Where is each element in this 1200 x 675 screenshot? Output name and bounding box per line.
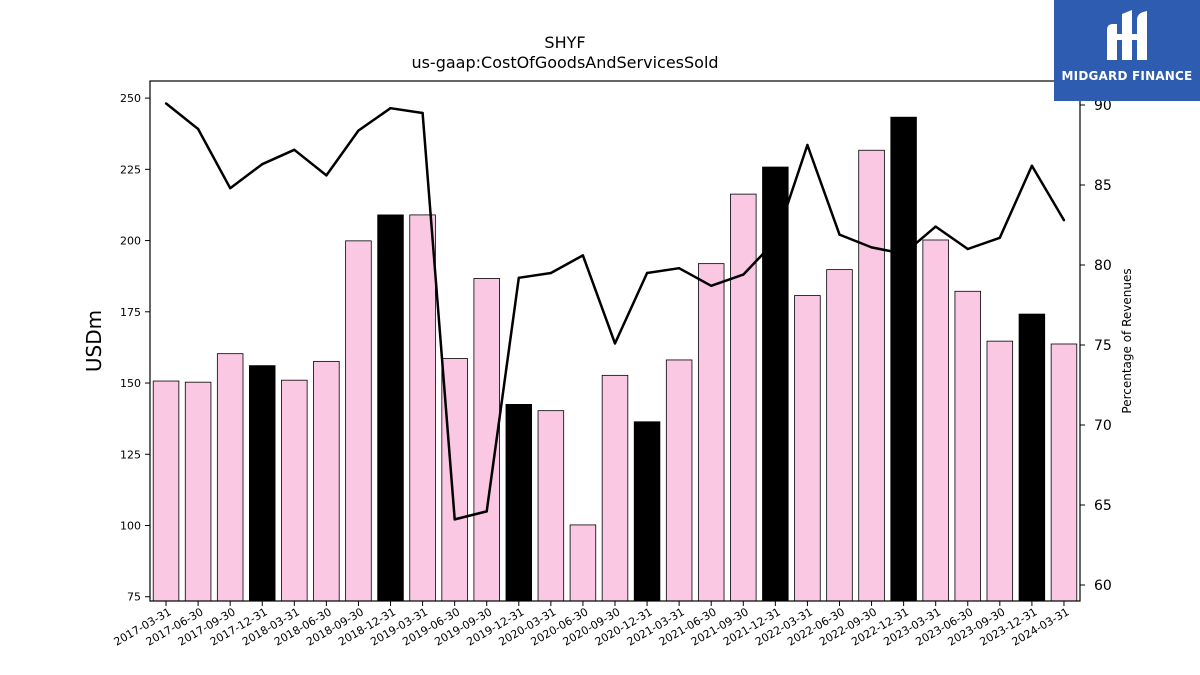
y2-tick-label: 85 [1094,178,1112,194]
bar [858,149,885,602]
left-y-axis: 75 100 125 150 175 200 225 250 [120,92,150,604]
bar [1050,343,1078,602]
bar [1018,313,1046,602]
y2-tick-label: 70 [1094,418,1112,434]
y2-tick-label: 75 [1094,338,1112,354]
y-tick-label: 100 [120,519,141,532]
bar [697,263,725,602]
bar [730,193,757,602]
line-point [389,107,392,110]
y-tick-label: 200 [120,235,141,248]
y2-tick-label: 80 [1094,258,1112,274]
bar [409,214,436,602]
line-point [228,187,232,190]
y-axis-label: USDm [82,310,106,372]
y-tick-label: 225 [120,163,141,176]
y2-tick-label: 90 [1094,98,1112,114]
line-point [998,236,1002,239]
logo-mark-icon [1107,10,1147,60]
line-point [485,510,488,513]
bar [633,421,661,602]
line-point [774,239,777,243]
line-point [1062,219,1066,222]
bar [505,403,533,602]
line-point [806,143,809,147]
bar [537,410,565,602]
logo: MIDGARD FINANCE [1054,0,1200,101]
line-point [196,127,200,131]
bar [954,290,981,602]
line-point [966,247,969,251]
line-point [293,148,296,151]
bar [569,524,597,602]
y2-axis-label: Percentage of Revenues [1120,268,1134,413]
bar [890,116,917,602]
y-tick-label: 125 [120,448,141,461]
line-point [453,518,456,521]
chart-title: SHYF [544,33,586,52]
x-axis: 2017-03-312017-06-302017-09-302017-12-31… [112,601,1071,649]
line-point [357,129,360,132]
y2-tick-label: 60 [1094,578,1112,594]
line-point [710,284,713,287]
line-point [934,225,937,228]
line-point [421,111,424,115]
bar [922,239,949,602]
bar [152,380,180,602]
line-point [870,246,873,249]
y-tick-label: 175 [120,306,141,319]
line-point [261,163,264,166]
bar [601,374,629,602]
y-tick-label: 250 [120,92,141,105]
line-series [164,102,1066,521]
line-point [581,254,585,257]
bar [281,379,308,602]
bar [794,295,821,602]
bar [184,381,212,602]
line-point [325,174,328,177]
line-point [1030,164,1034,167]
bar [986,340,1014,602]
y-tick-label: 150 [120,377,141,390]
line-point [645,271,649,275]
chart-subtitle: us-gaap:CostOfGoodsAndServicesSold [411,53,719,72]
bar [762,166,789,602]
line-point [517,276,520,279]
line-point [677,267,681,270]
line-point [164,102,168,105]
bar [665,359,693,602]
y-tick-label: 75 [127,591,141,604]
bar [826,269,853,602]
bar [249,365,276,602]
bar [313,360,340,602]
line-point [613,342,617,345]
bar [345,240,372,602]
right-y-axis: 60 65 70 75 80 85 90 [1080,98,1112,594]
line-point [549,271,553,275]
logo-text: MIDGARD FINANCE [1061,69,1193,83]
bar [216,353,244,602]
line-point [838,233,841,236]
y2-tick-label: 65 [1094,498,1112,514]
line-point [902,252,905,255]
bar-series [152,116,1078,602]
bar [377,214,404,602]
bar [473,278,500,602]
line-point [742,273,745,276]
